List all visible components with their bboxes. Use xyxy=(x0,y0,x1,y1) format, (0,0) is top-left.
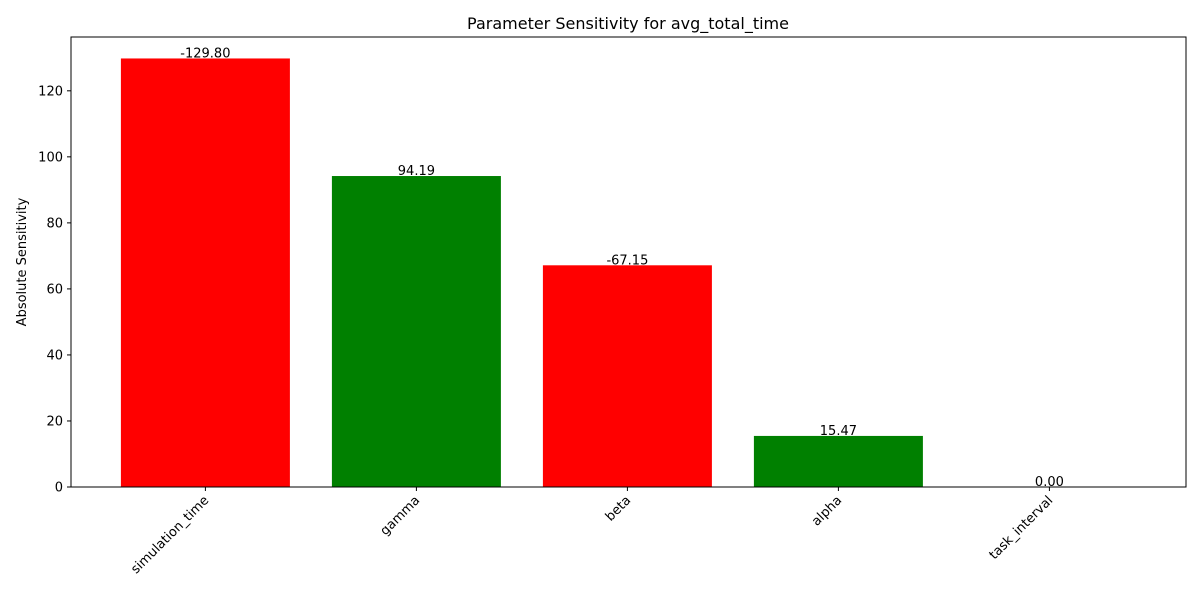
y-tick-label: 60 xyxy=(46,282,63,297)
y-tick-label: 0 xyxy=(55,481,63,496)
x-tick-label-simulation_time: simulation_time xyxy=(128,493,212,577)
bar-value-label-task_interval: 0.00 xyxy=(1035,475,1064,490)
y-tick-label: 120 xyxy=(38,84,63,99)
x-tick-label-alpha: alpha xyxy=(809,493,845,529)
y-tick-label: 40 xyxy=(46,348,63,363)
x-tick-label-beta: beta xyxy=(603,493,634,524)
bar-alpha xyxy=(753,435,923,487)
bars-group xyxy=(120,58,923,487)
plot-frame xyxy=(70,36,1187,488)
bar-value-label-alpha: 15.47 xyxy=(820,424,857,439)
bar-gamma xyxy=(331,176,501,487)
y-ticks-group: 0 20 40 60 80 100 120 xyxy=(38,84,71,496)
bar-value-label-beta: -67.15 xyxy=(606,253,648,268)
y-tick-label: 20 xyxy=(46,414,63,429)
bar-simulation_time xyxy=(120,58,290,487)
bar-value-label-simulation_time: -129.80 xyxy=(180,46,230,61)
x-tick-label-task_interval: task_interval xyxy=(987,493,1057,563)
bar-labels-group: -129.80 94.19 -67.15 15.47 0.00 xyxy=(180,46,1064,490)
y-axis-label: Absolute Sensitivity xyxy=(15,197,30,326)
y-tick-label: 100 xyxy=(38,150,63,165)
x-ticks-group: simulation_time gamma beta alpha task_interv… xyxy=(128,487,1056,577)
bar-value-label-gamma: 94.19 xyxy=(398,164,435,179)
x-tick-label-gamma: gamma xyxy=(378,493,424,539)
bar-beta xyxy=(542,265,712,487)
chart-title: Parameter Sensitivity for avg_total_time xyxy=(467,14,789,34)
y-tick-label: 80 xyxy=(46,216,63,231)
